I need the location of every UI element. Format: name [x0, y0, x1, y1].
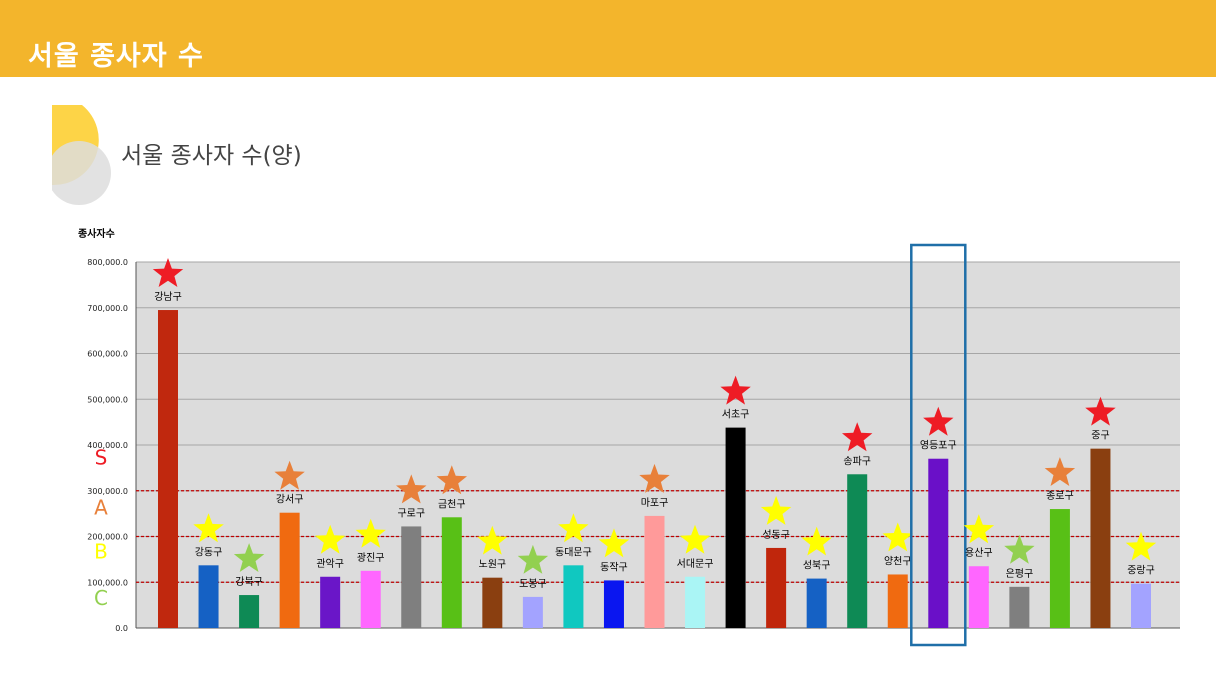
data-label: 강북구 — [235, 576, 263, 588]
chart-subtitle: 서울 종사자 수(양) — [121, 143, 302, 169]
data-label: 강남구 — [154, 291, 182, 303]
star-icon — [436, 465, 467, 495]
bar-동작구 — [603, 580, 624, 628]
data-label: 영등포구 — [920, 440, 957, 452]
bar-동대문구 — [563, 565, 584, 628]
bar-영등포구 — [928, 458, 949, 628]
data-label: 동작구 — [600, 561, 628, 573]
bar-광진구 — [360, 570, 381, 628]
star-icon — [477, 525, 508, 555]
grade-label: A — [94, 496, 108, 520]
bar-성동구 — [766, 547, 787, 628]
data-label: 종로구 — [1046, 490, 1074, 502]
bar-구로구 — [401, 526, 422, 628]
bar-종로구 — [1049, 509, 1070, 628]
data-label: 중구 — [1091, 430, 1109, 442]
star-icon — [1044, 457, 1076, 486]
y-tick-label: 400,000.0 — [87, 441, 128, 450]
y-tick-label: 100,000.0 — [87, 578, 128, 587]
bar-노원구 — [482, 577, 503, 628]
star-icon — [598, 528, 630, 558]
bar-관악구 — [320, 576, 341, 628]
data-label: 강동구 — [195, 546, 223, 558]
bar-금천구 — [441, 517, 462, 628]
star-icon — [801, 526, 832, 556]
data-label: 마포구 — [641, 497, 669, 509]
title-bar: 서울 종사자 수 — [0, 0, 1216, 77]
bar-강북구 — [239, 595, 260, 628]
star-icon — [314, 524, 346, 554]
bar-서대문구 — [685, 576, 706, 628]
data-label: 서대문구 — [677, 558, 714, 570]
data-label: 노원구 — [479, 559, 507, 571]
data-label: 서초구 — [722, 409, 750, 421]
bar-강남구 — [158, 310, 178, 628]
bar-중구 — [1090, 448, 1111, 628]
grade-label: S — [95, 445, 108, 469]
data-label: 도봉구 — [519, 578, 547, 590]
star-icon — [558, 513, 589, 543]
star-icon — [923, 406, 954, 436]
y-tick-label: 0.0 — [115, 624, 128, 633]
star-icon — [1085, 396, 1116, 426]
grade-label: C — [94, 586, 108, 610]
y-tick-label: 500,000.0 — [87, 395, 128, 404]
data-label: 관악구 — [316, 558, 344, 570]
star-icon — [396, 474, 427, 504]
y-tick-label: 200,000.0 — [87, 533, 128, 542]
star-icon — [842, 422, 873, 452]
y-tick-label: 800,000.0 — [87, 258, 128, 267]
data-label: 성동구 — [762, 529, 790, 541]
data-label: 성북구 — [803, 560, 831, 572]
star-icon — [639, 463, 670, 493]
star-icon — [963, 514, 995, 544]
star-icon — [233, 543, 265, 572]
star-icon — [720, 375, 751, 405]
bar-도봉구 — [522, 596, 543, 628]
star-icon — [1004, 534, 1035, 564]
data-label: 강서구 — [276, 494, 304, 506]
data-label: 동대문구 — [555, 546, 592, 558]
decorative-circles — [52, 105, 111, 205]
slide-title: 서울 종사자 수 — [28, 41, 204, 72]
y-tick-label: 700,000.0 — [87, 304, 128, 313]
data-label: 구로구 — [397, 508, 425, 519]
star-icon — [679, 524, 711, 554]
bar-은평구 — [1009, 586, 1030, 628]
data-label: 금천구 — [438, 498, 466, 510]
bar-마포구 — [644, 515, 665, 628]
star-icon — [274, 460, 305, 490]
star-icon — [882, 522, 913, 552]
data-label: 중랑구 — [1127, 565, 1155, 577]
bar-송파구 — [847, 474, 868, 628]
star-icon — [355, 518, 386, 548]
bar-중랑구 — [1131, 583, 1151, 628]
bar-양천구 — [887, 574, 908, 628]
star-icon — [760, 495, 792, 525]
star-icon — [1125, 531, 1157, 561]
data-label: 송파구 — [843, 455, 871, 467]
data-label: 양천구 — [884, 555, 912, 567]
bar-서초구 — [725, 427, 746, 628]
star-icon — [193, 513, 224, 543]
data-label: 용산구 — [965, 547, 993, 559]
bar-성북구 — [806, 578, 827, 628]
y-axis-label: 종사자수 — [78, 227, 115, 240]
star-icon — [152, 258, 184, 287]
bar-강동구 — [198, 565, 219, 628]
grade-label: B — [94, 539, 108, 563]
bar-강서구 — [279, 512, 300, 628]
data-label: 은평구 — [1006, 568, 1034, 580]
bar-chart: 0.0 100,000.0 200,000.0 300,000.0 400,000.0 5… — [78, 227, 1180, 647]
y-tick-label: 300,000.0 — [87, 487, 128, 496]
bar-용산구 — [968, 566, 989, 628]
star-icon — [517, 544, 549, 574]
data-label: 광진구 — [357, 552, 385, 564]
highlight-box — [910, 243, 967, 647]
y-tick-label: 600,000.0 — [87, 350, 128, 359]
